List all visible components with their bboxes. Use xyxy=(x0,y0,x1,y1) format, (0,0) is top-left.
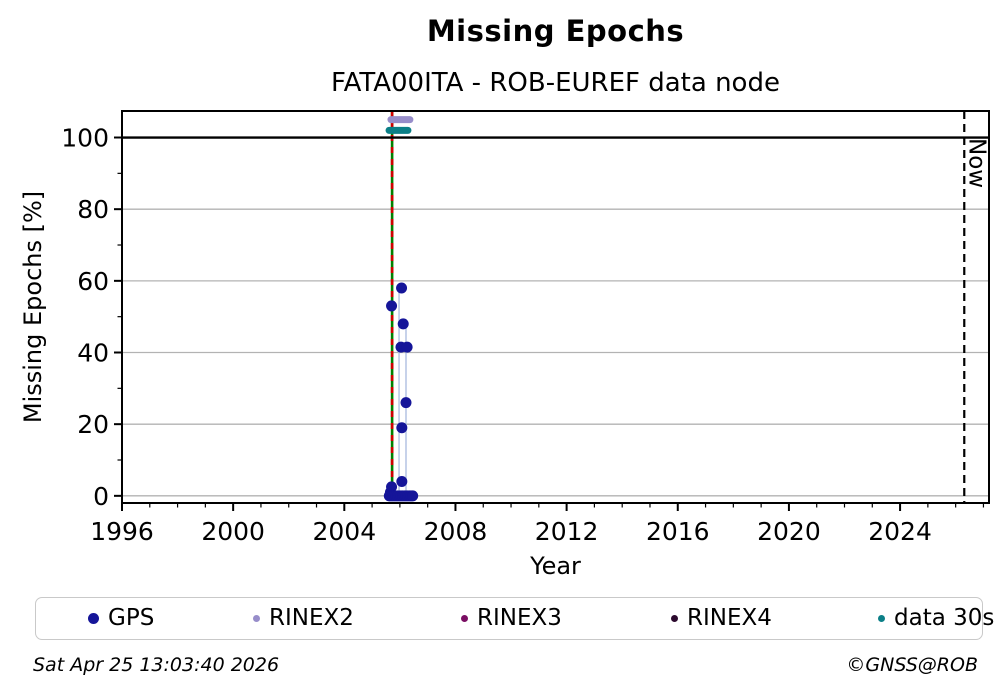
legend-item-rinex2: RINEX2 xyxy=(253,598,354,638)
legend-item-rinex3: RINEX3 xyxy=(461,598,562,638)
gps-marker-icon xyxy=(88,612,99,624)
chart-subtitle: FATA00ITA - ROB-EUREF data node xyxy=(331,68,780,98)
legend-item-rinex4: RINEX4 xyxy=(671,598,772,638)
legend-label: RINEX3 xyxy=(477,605,562,631)
legend-item-gps: GPS xyxy=(88,598,154,638)
legend-label: RINEX4 xyxy=(687,605,772,631)
copyright-text: ©GNSS@ROB xyxy=(846,654,978,676)
legend-item-data30s: data 30s xyxy=(878,598,994,638)
legend-label: data 30s xyxy=(894,605,995,631)
svg-text:1996: 1996 xyxy=(90,517,154,546)
chart-title: Missing Epochs xyxy=(426,14,685,48)
svg-text:40: 40 xyxy=(77,339,109,368)
legend: GPS RINEX2 RINEX3 RINEX4 data 30s xyxy=(35,597,994,640)
legend-label: GPS xyxy=(108,605,155,631)
svg-text:20: 20 xyxy=(77,410,109,439)
now-label: Now xyxy=(963,138,989,188)
svg-text:60: 60 xyxy=(77,267,109,296)
svg-text:2020: 2020 xyxy=(757,517,821,546)
rinex4-marker-icon xyxy=(671,614,678,622)
svg-text:2024: 2024 xyxy=(868,517,932,546)
legend-label: RINEX2 xyxy=(269,605,354,631)
svg-text:80: 80 xyxy=(77,195,109,224)
y-axis-label: Missing Epochs [%] xyxy=(19,190,47,424)
svg-text:100: 100 xyxy=(61,124,109,153)
svg-text:2016: 2016 xyxy=(646,517,710,546)
svg-text:2000: 2000 xyxy=(201,517,265,546)
rinex3-marker-icon xyxy=(461,614,468,622)
rinex2-marker-icon xyxy=(253,614,260,622)
x-axis-label: Year xyxy=(530,552,581,580)
svg-text:2012: 2012 xyxy=(535,517,599,546)
svg-text:0: 0 xyxy=(93,482,109,511)
plot-timestamp: Sat Apr 25 13:03:40 2026 xyxy=(33,654,280,676)
svg-text:2004: 2004 xyxy=(312,517,376,546)
data30s-marker-icon xyxy=(878,614,885,622)
svg-text:2008: 2008 xyxy=(424,517,488,546)
